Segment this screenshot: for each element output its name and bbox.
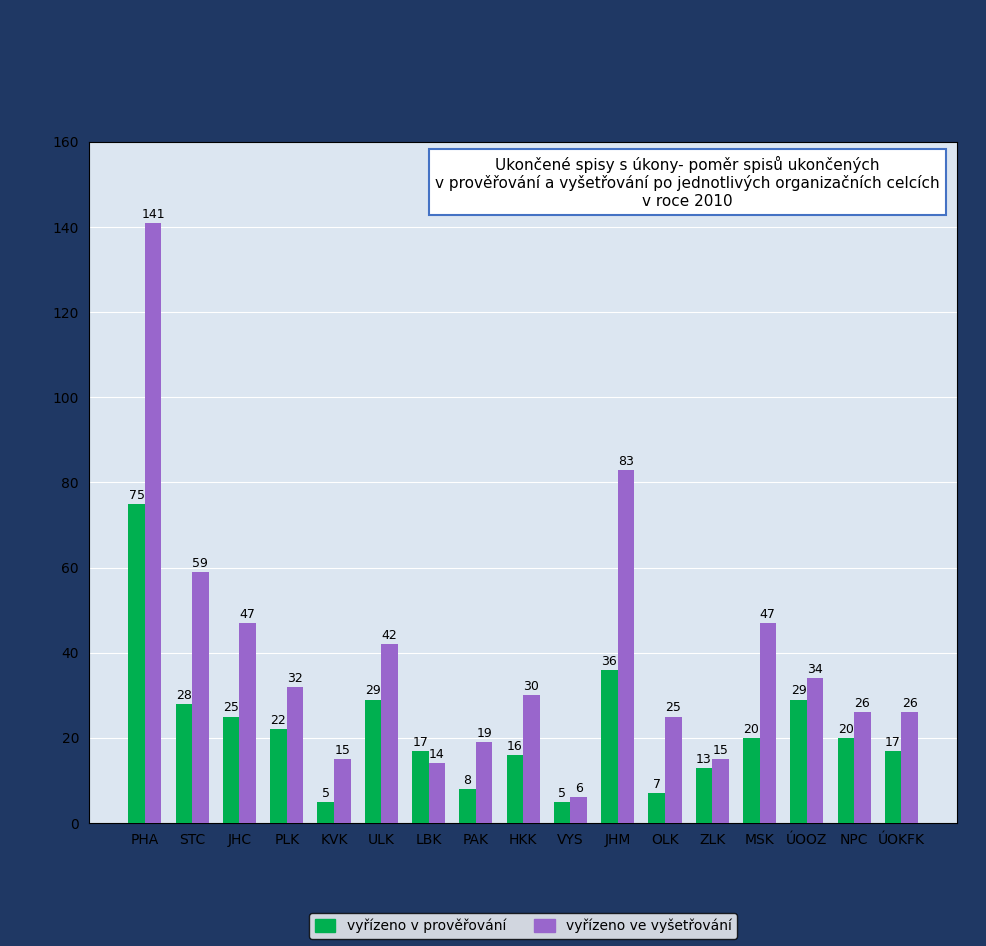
Bar [712, 759, 728, 823]
Bar [617, 469, 634, 823]
Text: 22: 22 [270, 714, 286, 727]
Bar [176, 704, 192, 823]
Text: 83: 83 [617, 455, 633, 467]
Text: 14: 14 [429, 748, 445, 762]
Text: 17: 17 [884, 736, 900, 748]
Text: 30: 30 [523, 680, 538, 693]
Bar [570, 797, 587, 823]
Bar [333, 759, 350, 823]
Bar [695, 768, 712, 823]
Bar [665, 717, 680, 823]
Text: 47: 47 [759, 608, 775, 621]
Bar [523, 695, 539, 823]
Bar [506, 755, 523, 823]
Text: 6: 6 [574, 782, 582, 796]
Text: 34: 34 [807, 663, 822, 676]
Bar [286, 687, 303, 823]
Text: 75: 75 [128, 489, 144, 501]
Text: 15: 15 [712, 745, 728, 757]
Text: 19: 19 [476, 727, 491, 740]
Bar [192, 571, 208, 823]
Bar [145, 223, 162, 823]
Text: 29: 29 [365, 685, 381, 697]
Text: 28: 28 [176, 689, 191, 702]
Text: 42: 42 [382, 629, 397, 642]
Text: 8: 8 [463, 774, 471, 787]
Text: 16: 16 [507, 740, 523, 753]
Bar [759, 622, 775, 823]
Legend: vyřízeno v prověřování, vyřízeno ve vyšetřování: vyřízeno v prověřování, vyřízeno ve vyše… [309, 913, 737, 938]
Bar [428, 763, 445, 823]
Bar [883, 751, 900, 823]
Bar [240, 622, 255, 823]
Bar [458, 789, 475, 823]
Text: 17: 17 [412, 736, 428, 748]
Bar [853, 712, 870, 823]
Bar [475, 742, 492, 823]
Text: 26: 26 [901, 697, 917, 710]
Text: 20: 20 [837, 723, 853, 736]
Text: Ukončené spisy s úkony- poměr spisů ukončených
v prověřování a vyšetřování po je: Ukončené spisy s úkony- poměr spisů ukon… [435, 155, 939, 208]
Text: 5: 5 [321, 787, 329, 799]
Bar [223, 717, 240, 823]
Bar [411, 751, 428, 823]
Bar [128, 503, 145, 823]
Bar [600, 670, 617, 823]
Bar [270, 729, 286, 823]
Text: 32: 32 [287, 672, 303, 685]
Text: 5: 5 [557, 787, 566, 799]
Text: 26: 26 [854, 697, 870, 710]
Text: 25: 25 [665, 702, 680, 714]
Bar [900, 712, 917, 823]
Bar [381, 644, 397, 823]
Text: 36: 36 [600, 655, 616, 668]
Text: 7: 7 [652, 779, 660, 791]
Text: 47: 47 [240, 608, 255, 621]
Text: 15: 15 [334, 745, 350, 757]
Text: 13: 13 [695, 753, 711, 765]
Text: 141: 141 [141, 208, 165, 220]
Bar [742, 738, 759, 823]
Bar [553, 802, 570, 823]
Bar [648, 793, 665, 823]
Text: 25: 25 [223, 702, 239, 714]
Bar [317, 802, 333, 823]
Text: 59: 59 [192, 557, 208, 569]
Bar [365, 700, 381, 823]
Bar [790, 700, 806, 823]
Text: 29: 29 [790, 685, 806, 697]
Bar [806, 678, 822, 823]
Bar [837, 738, 853, 823]
Text: 20: 20 [742, 723, 758, 736]
